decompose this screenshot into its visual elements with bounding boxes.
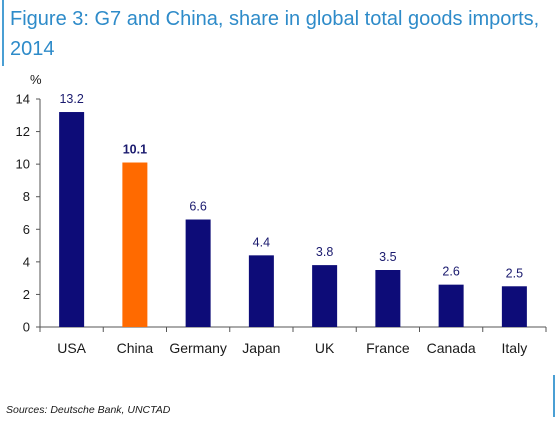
frame-accent-left	[2, 0, 4, 66]
figure-title: Figure 3: G7 and China, share in global …	[10, 8, 540, 60]
y-tick-label: 8	[23, 189, 30, 204]
category-label: France	[366, 340, 410, 356]
y-tick-label: 10	[16, 157, 30, 172]
bar-uk	[312, 265, 338, 327]
category-label: Canada	[427, 340, 476, 356]
frame-accent-right	[553, 375, 555, 417]
chart-labels: 13.2 USA 10.1 China 6.6 Germany 4.4 Japan 3.8 UK 3…	[57, 92, 527, 356]
category-label: China	[117, 340, 154, 356]
bar-italy	[501, 286, 527, 327]
chart-axes: 0 2 4 6 8 10 12 14%	[16, 72, 547, 335]
y-tick-label: 4	[23, 254, 30, 269]
category-label: UK	[315, 340, 335, 356]
y-axis-unit: %	[30, 72, 42, 87]
category-label: Japan	[242, 340, 280, 356]
bar-canada	[438, 284, 464, 327]
data-label: 2.6	[442, 265, 459, 279]
y-tick-label: 6	[23, 222, 30, 237]
data-label: 3.8	[316, 245, 333, 259]
data-label: 10.1	[123, 143, 147, 157]
bar-france	[375, 270, 401, 327]
data-label: 4.4	[253, 235, 270, 249]
bar-china	[122, 162, 148, 327]
category-label: Italy	[502, 340, 528, 356]
category-label: Germany	[169, 340, 227, 356]
data-label: 3.5	[379, 250, 396, 264]
source-note: Sources: Deutsche Bank, UNCTAD	[6, 404, 171, 416]
data-label: 2.5	[506, 266, 523, 280]
bar-usa	[59, 112, 85, 328]
y-tick-label: 12	[16, 124, 30, 139]
y-tick-label: 0	[23, 320, 30, 335]
category-label: USA	[57, 340, 86, 356]
data-label: 6.6	[189, 200, 206, 214]
y-tick-label: 14	[16, 92, 30, 107]
bar-germany	[185, 219, 211, 327]
bar-japan	[248, 255, 274, 327]
data-label: 13.2	[59, 92, 83, 106]
y-tick-label: 2	[23, 287, 30, 302]
chart-bars	[59, 112, 527, 328]
